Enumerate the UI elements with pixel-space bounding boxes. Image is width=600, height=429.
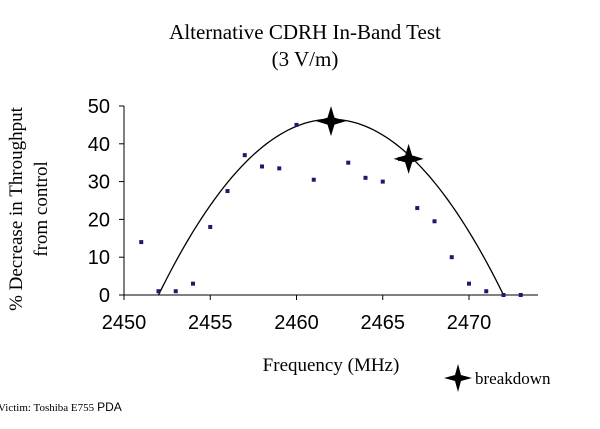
y-tick-label: 0 xyxy=(99,285,110,307)
data-point xyxy=(467,281,471,286)
legend-label-breakdown: breakdown xyxy=(475,369,551,388)
y-tick-label: 50 xyxy=(88,96,110,118)
x-axis-label: Frequency (MHz) xyxy=(263,355,400,376)
x-tick-label: 2465 xyxy=(361,312,406,334)
y-tick-label: 10 xyxy=(88,247,110,269)
breakdown-markers xyxy=(316,106,424,174)
data-point xyxy=(415,206,420,211)
data-point xyxy=(208,224,213,229)
legend: breakdown xyxy=(444,364,551,392)
data-point xyxy=(449,255,454,260)
data-point xyxy=(277,166,282,171)
data-point xyxy=(518,293,523,297)
data-point xyxy=(501,293,506,297)
footnote-victim: Victim: Toshiba E755 xyxy=(0,402,95,414)
x-ticks: 2450 2455 2460 2465 2470 xyxy=(102,295,492,334)
breakdown-star-icon xyxy=(393,143,424,174)
x-tick-label: 2470 xyxy=(447,312,492,334)
data-point xyxy=(156,289,161,294)
data-points xyxy=(139,119,523,297)
footnote: Victim: Toshiba E755 PDA xyxy=(0,400,122,414)
chart-title: Alternative CDRH In-Band Test xyxy=(169,20,441,44)
data-point xyxy=(260,164,264,169)
y-tick-label: 30 xyxy=(88,172,110,194)
data-point xyxy=(139,240,144,245)
x-tick-label: 2455 xyxy=(188,312,233,334)
data-point xyxy=(346,160,351,165)
breakdown-star-icon xyxy=(316,106,346,137)
data-point xyxy=(225,189,230,194)
y-axis-label: % Decrease in Throughput xyxy=(6,106,27,311)
y-tick-label: 40 xyxy=(88,134,110,156)
x-tick-label: 2460 xyxy=(274,312,319,334)
data-point xyxy=(173,289,178,294)
y-ticks: 0 10 20 30 40 50 xyxy=(88,96,124,307)
y-tick-label: 20 xyxy=(88,209,110,231)
data-point xyxy=(242,153,247,158)
footnote-pda: PDA xyxy=(97,400,122,414)
data-point xyxy=(432,219,437,224)
data-point xyxy=(191,281,195,286)
x-tick-label: 2450 xyxy=(102,312,147,334)
data-point xyxy=(380,179,385,184)
data-point xyxy=(484,289,489,294)
data-point xyxy=(311,177,316,182)
data-point xyxy=(363,175,368,180)
data-point xyxy=(294,122,299,127)
trend-curve xyxy=(157,118,505,296)
legend-breakdown-star-icon xyxy=(444,364,472,392)
y-axis-label-line2: from control xyxy=(31,161,52,257)
chart-subtitle: (3 V/m) xyxy=(272,47,339,71)
